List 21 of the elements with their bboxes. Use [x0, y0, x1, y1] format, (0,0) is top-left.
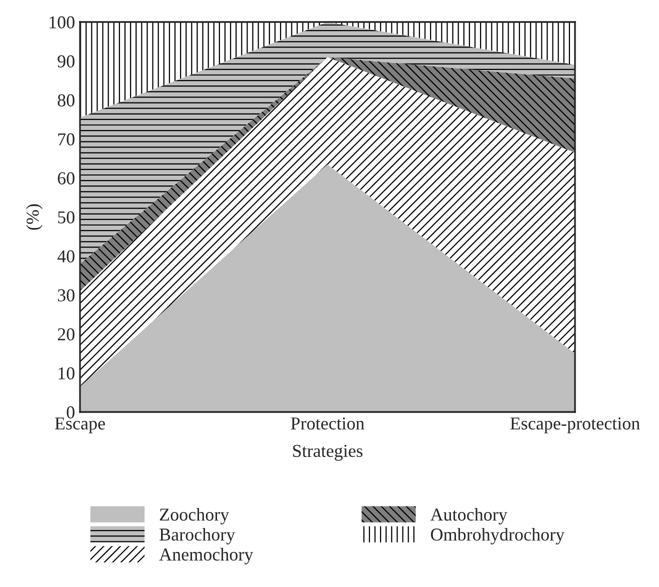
x-tick-label: Escape-protection — [510, 417, 640, 434]
legend-label: Autochory — [430, 508, 508, 524]
x-axis-title: Strategies — [293, 444, 362, 461]
legend-label: Anemochory — [159, 548, 254, 564]
legend-label: Zoochory — [160, 508, 230, 524]
y-tick-label: 0 — [66, 406, 74, 418]
x-tick-label: Escape — [54, 418, 105, 434]
legend-label: Barochory — [160, 528, 236, 544]
y-tick-label: 90 — [58, 55, 74, 68]
y-tick-label: 50 — [58, 211, 74, 224]
y-axis-title: (%) — [26, 204, 42, 230]
y-tick-label: 20 — [58, 328, 74, 340]
y-tick-label: 100 — [50, 16, 74, 28]
y-tick-label: 80 — [58, 94, 74, 106]
y-tick-label: 30 — [58, 289, 74, 302]
x-tick-label: Protection — [290, 417, 364, 430]
y-tick-label: 40 — [57, 250, 74, 262]
y-tick-label: 70 — [58, 133, 74, 146]
legend-label: Ombrohydrochory — [430, 528, 565, 544]
y-tick-label: 10 — [58, 367, 74, 380]
y-tick-label: 60 — [58, 172, 74, 184]
